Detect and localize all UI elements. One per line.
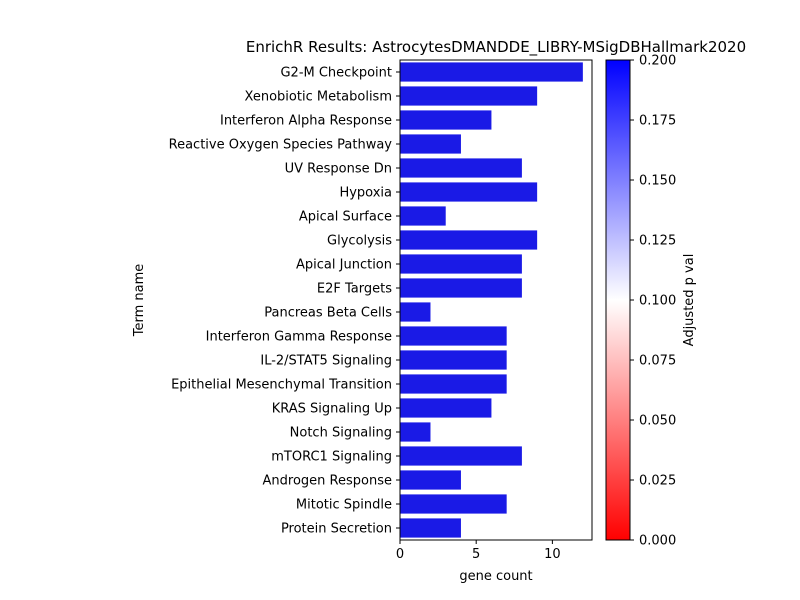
bar [400,158,522,178]
colorbar-tick-label: 0.075 [639,354,676,369]
colorbar-tick-label: 0.100 [639,294,676,309]
category-label: KRAS Signaling Up [272,402,392,417]
colorbar-tick-label: 0.025 [639,474,676,489]
category-label: Pancreas Beta Cells [264,306,392,321]
category-label: Interferon Alpha Response [220,114,392,129]
bar [400,470,461,490]
y-axis-title: Term name [132,264,147,338]
category-label: G2-M Checkpoint [280,66,392,81]
colorbar-tick-label: 0.000 [639,534,676,549]
bar [400,398,492,418]
bar [400,110,492,130]
bar [400,62,583,82]
bar-group [400,62,583,538]
category-label: Reactive Oxygen Species Pathway [169,138,393,153]
x-tick-label: 0 [396,547,404,562]
category-label: IL-2/STAT5 Signaling [260,354,392,369]
category-label: Glycolysis [327,234,392,249]
category-label: Notch Signaling [290,426,392,441]
bar [400,134,461,154]
x-axis-title: gene count [459,569,532,584]
bar [400,326,507,346]
colorbar-tick-label: 0.150 [639,174,676,189]
bar [400,230,538,250]
x-tick-label: 10 [544,547,561,562]
category-label: UV Response Dn [285,162,392,177]
bar [400,182,538,202]
bar [400,206,446,226]
category-label: Androgen Response [263,474,392,489]
category-label: Epithelial Mesenchymal Transition [171,378,392,393]
bar [400,278,522,298]
bar [400,422,431,442]
bar [400,446,522,466]
bar [400,86,538,106]
bar [400,302,431,322]
category-label: Protein Secretion [281,522,392,537]
category-label: Xenobiotic Metabolism [245,90,392,105]
bar [400,254,522,274]
x-tick-label: 5 [472,547,480,562]
category-label: Interferon Gamma Response [206,330,392,345]
colorbar-tick-label: 0.125 [639,234,676,249]
category-label: mTORC1 Signaling [271,450,392,465]
category-label: Apical Surface [299,210,392,225]
colorbar [605,59,631,541]
colorbar-tick-label: 0.050 [639,414,676,429]
category-label: Apical Junction [296,258,392,273]
category-labels: G2-M Checkpoint Xenobiotic Metabolism Inte… [169,66,400,537]
colorbar-label: Adjusted p val [682,254,697,347]
colorbar-tick-label: 0.175 [639,114,676,129]
plot-frame [399,59,593,541]
category-label: E2F Targets [317,282,392,297]
bar [400,494,507,514]
colorbar-ticks: 0.000 0.025 0.050 0.075 0.100 0.125 0.150 0.175… [630,54,676,549]
bar [400,374,507,394]
chart-title: EnrichR Results: AstrocytesDMANDDE_LIBRY… [246,38,746,57]
category-label: Hypoxia [339,186,392,201]
bar [400,350,507,370]
x-axis-ticks: 0 5 10 [396,540,561,562]
colorbar-tick-label: 0.200 [639,54,676,69]
category-label: Mitotic Spindle [296,498,392,513]
bar [400,518,461,538]
